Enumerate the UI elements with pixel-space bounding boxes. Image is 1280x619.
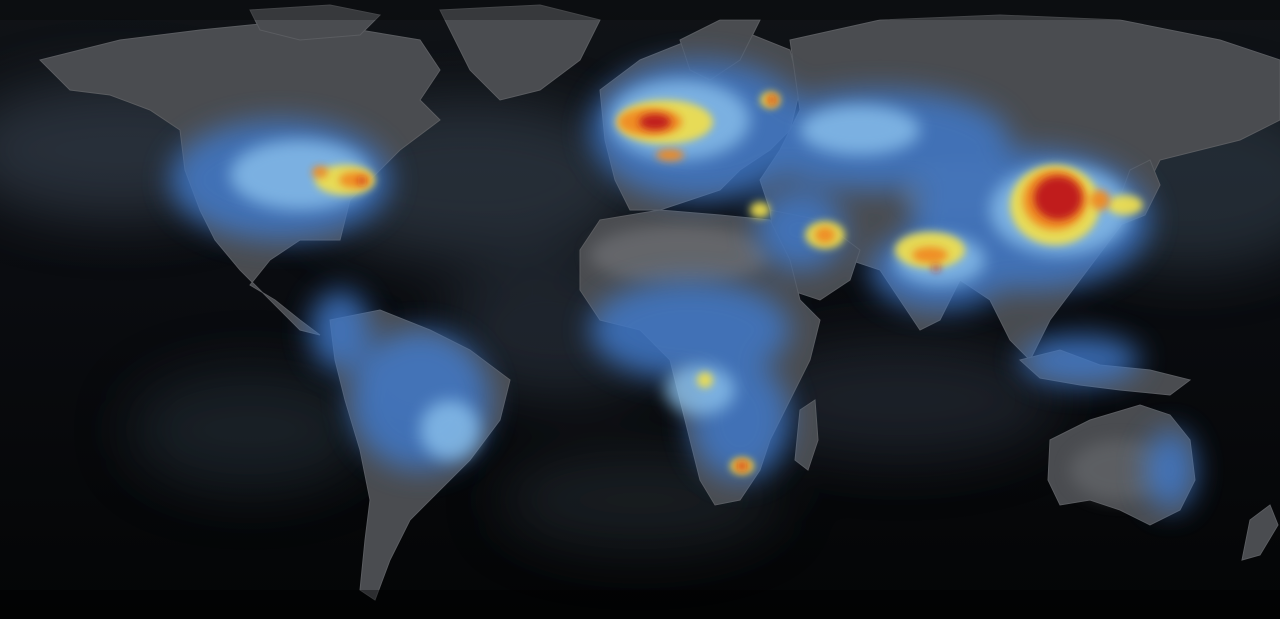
heat-peak-india (932, 265, 940, 271)
heat-peak-south-africa (738, 463, 746, 469)
heat-peak-china (1034, 176, 1082, 220)
intensity-peak-layer (358, 97, 1082, 469)
landmass-new-zealand (1241, 504, 1279, 561)
polar-shade-north (0, 0, 1280, 20)
landmass-arctic-islands (249, 4, 382, 41)
heat-peak-moscow (769, 97, 775, 103)
polar-shade-south (0, 590, 1280, 619)
landmass-madagascar (794, 399, 819, 471)
heat-nile-yellow (750, 202, 770, 218)
heat-peak-europe (639, 114, 671, 130)
landmass-greenland (439, 4, 601, 101)
heat-peak-eastern-us (358, 178, 366, 184)
heat-west-africa-yellow (697, 372, 713, 388)
heat-japan-yellow (1107, 195, 1143, 215)
